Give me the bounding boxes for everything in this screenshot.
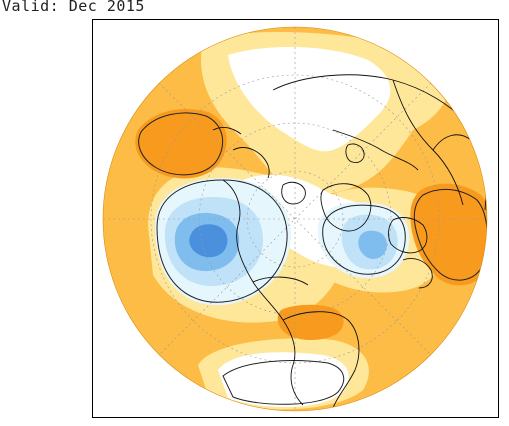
positive-region-eurasia	[410, 183, 487, 286]
neutral-region-arctic	[228, 46, 391, 152]
positive-region-north-america	[277, 304, 344, 341]
outline-eurasia	[272, 74, 487, 211]
polar-anomaly-map	[102, 26, 488, 412]
contours	[138, 112, 487, 405]
contour-south	[222, 360, 345, 405]
negative-region-right-medium	[358, 230, 387, 260]
neutral-region-south	[218, 352, 349, 408]
contour-north-pacific	[138, 112, 224, 176]
positive-region-north-pacific	[135, 109, 227, 179]
outline-greenland	[320, 183, 372, 232]
graticule	[103, 27, 487, 411]
contour-eurasia	[413, 188, 487, 281]
outline-arctic-islands	[281, 143, 365, 205]
outline-alaska-siberia	[212, 127, 270, 179]
land-outlines	[212, 74, 487, 409]
map-disk-outline	[102, 26, 488, 412]
contour-right	[322, 204, 406, 275]
outline-europe	[388, 217, 433, 289]
map-frame	[92, 19, 499, 418]
negative-region-left-strong	[189, 224, 228, 258]
contour-left	[156, 179, 288, 303]
valid-date-label: Valid: Dec 2015	[2, 0, 145, 15]
outline-north-america	[222, 179, 360, 409]
